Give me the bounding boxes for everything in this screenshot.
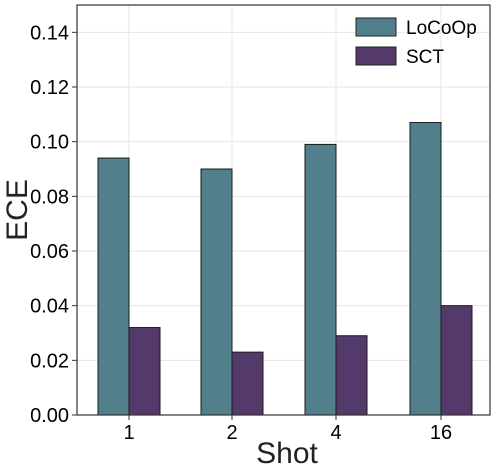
- bar-sct-shot-2: [231, 351, 264, 416]
- bar-locoop-shot-1: [97, 157, 130, 416]
- y-tick-label: 0.14: [30, 22, 69, 44]
- y-tick-label: 0.04: [30, 296, 69, 318]
- x-tick-label: 1: [123, 422, 134, 444]
- legend-swatch-sct: [355, 46, 397, 66]
- legend-label-locoop: LoCoOp: [406, 18, 477, 39]
- legend: LoCoOp SCT: [355, 17, 477, 68]
- x-axis-ticks: 1 2 4 16: [123, 415, 452, 444]
- y-tick-label: 0.08: [30, 186, 69, 208]
- bar-sct-shot-16: [440, 305, 473, 416]
- y-tick-label: 0.06: [30, 241, 69, 263]
- y-axis-title: ECE: [1, 179, 34, 241]
- bar-locoop-shot-2: [200, 168, 233, 416]
- bar-sct-shot-4: [335, 335, 368, 416]
- bar-locoop-shot-16: [409, 122, 442, 416]
- x-axis-title: Shot: [256, 437, 318, 470]
- legend-swatch-locoop: [355, 17, 397, 37]
- bar-sct-shot-1: [128, 327, 161, 416]
- y-tick-label: 0.00: [30, 405, 69, 427]
- plot-frame: [76, 4, 491, 416]
- y-tick-label: 0.10: [30, 132, 69, 154]
- bar-locoop-shot-4: [304, 143, 337, 416]
- y-tick-label: 0.12: [30, 77, 69, 99]
- x-tick-label: 4: [330, 422, 341, 444]
- x-tick-label: 16: [430, 422, 452, 444]
- bars: [97, 122, 473, 416]
- y-axis-ticks: 0.00 0.02 0.04 0.06 0.08 0.10 0.12 0.14: [30, 22, 77, 427]
- x-tick-label: 2: [226, 422, 237, 444]
- y-tick-label: 0.02: [30, 350, 69, 372]
- legend-label-sct: SCT: [406, 47, 444, 68]
